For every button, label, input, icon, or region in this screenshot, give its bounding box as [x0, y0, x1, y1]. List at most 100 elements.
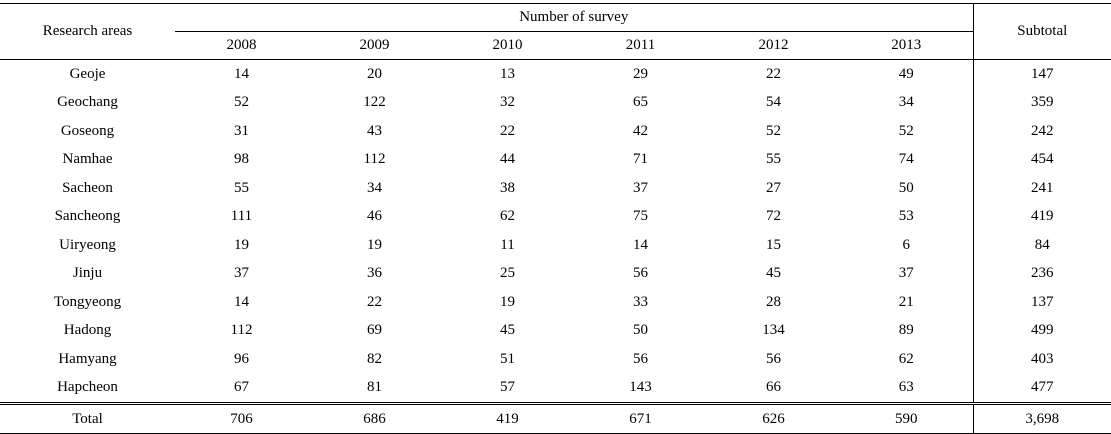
count-cell: 50 [633, 322, 648, 339]
area-cell: Sancheong [54, 208, 121, 225]
year-header: 2011 [574, 31, 707, 60]
year-header: 2012 [707, 31, 840, 60]
count-cell: 419 [441, 402, 574, 434]
count-cell: 56 [633, 265, 648, 282]
count-cell: 34 [898, 94, 914, 111]
subtotal-cell: 499 [972, 316, 1111, 345]
table-row: Hapcheon 67 81 57 143 66 63 477 [0, 373, 1111, 404]
count-cell: 81 [367, 379, 382, 396]
count-cell: 66 [766, 379, 781, 396]
count-cell: 686 [308, 402, 441, 434]
subtotal-cell: 419 [972, 202, 1111, 231]
count-cell: 19 [500, 293, 515, 310]
count-cell: 13 [500, 65, 515, 82]
table-row: Tongyeong 14 22 19 33 28 21 137 [0, 288, 1111, 317]
subtotal-cell: 147 [972, 59, 1111, 89]
count-cell: 37 [633, 179, 648, 196]
count-cell: 62 [898, 350, 914, 367]
count-cell: 32 [500, 94, 515, 111]
table-row: Sacheon 55 34 38 37 27 50 241 [0, 174, 1111, 203]
count-cell: 89 [898, 322, 914, 339]
count-cell: 14 [234, 293, 249, 310]
area-cell: Namhae [62, 151, 113, 168]
count-cell: 54 [766, 94, 781, 111]
count-cell: 22 [500, 122, 515, 139]
column-header: Subtotal [972, 3, 1111, 60]
subtotal-cell: 359 [972, 88, 1111, 117]
count-cell: 22 [766, 65, 781, 82]
count-cell: 143 [629, 379, 652, 396]
count-cell: 36 [367, 265, 382, 282]
count-cell: 69 [367, 322, 382, 339]
count-cell: 53 [898, 208, 914, 225]
area-cell: Goseong [60, 122, 115, 139]
count-cell: 11 [500, 236, 515, 253]
year-header: 2013 [840, 31, 974, 60]
year-header: 2008 [175, 31, 308, 60]
count-cell: 19 [234, 236, 249, 253]
count-cell: 111 [230, 208, 253, 225]
count-cell: 626 [707, 402, 840, 434]
count-cell: 96 [234, 350, 249, 367]
area-cell: Hapcheon [57, 379, 118, 396]
count-cell: 42 [633, 122, 648, 139]
count-cell: 22 [367, 293, 382, 310]
count-cell: 55 [234, 179, 249, 196]
count-cell: 52 [898, 122, 914, 139]
table-row: Geochang 52 122 32 65 54 34 359 [0, 88, 1111, 117]
column-header: Research areas [0, 3, 175, 60]
subtotal-cell: 403 [972, 345, 1111, 374]
table-row: Geoje 14 20 13 29 22 49 147 [0, 59, 1111, 89]
count-cell: 75 [633, 208, 648, 225]
count-cell: 55 [766, 151, 781, 168]
count-cell: 43 [367, 122, 382, 139]
table-row: Uiryeong 19 19 11 14 15 6 84 [0, 231, 1111, 260]
count-cell: 590 [840, 402, 974, 434]
count-cell: 52 [234, 94, 249, 111]
count-cell: 21 [898, 293, 914, 310]
year-header: 2010 [441, 31, 574, 60]
count-cell: 50 [898, 179, 914, 196]
count-cell: 134 [762, 322, 785, 339]
count-cell: 14 [633, 236, 648, 253]
area-cell: Hamyang [58, 350, 117, 367]
count-cell: 49 [898, 65, 914, 82]
count-cell: 46 [367, 208, 382, 225]
table-row: Jinju 37 36 25 56 45 37 236 [0, 259, 1111, 288]
count-cell: 37 [898, 265, 914, 282]
count-cell: 6 [902, 236, 911, 253]
subtotal-cell: 137 [972, 288, 1111, 317]
count-cell: 29 [633, 65, 648, 82]
table-row: Hadong 112 69 45 50 134 89 499 [0, 316, 1111, 345]
area-cell: Total [0, 402, 175, 434]
count-cell: 20 [367, 65, 382, 82]
count-cell: 44 [500, 151, 515, 168]
area-cell: Sacheon [62, 179, 113, 196]
area-cell: Jinju [72, 265, 103, 282]
count-cell: 27 [766, 179, 781, 196]
subtotal-cell: 242 [972, 117, 1111, 146]
area-cell: Uiryeong [59, 236, 116, 253]
area-cell: Geoje [69, 65, 106, 82]
count-cell: 122 [363, 94, 386, 111]
subtotal-cell: 454 [972, 145, 1111, 174]
area-cell: Geochang [57, 94, 118, 111]
year-header: 2009 [308, 31, 441, 60]
count-cell: 31 [234, 122, 249, 139]
count-cell: 671 [574, 402, 707, 434]
subtotal-cell: 84 [972, 231, 1111, 260]
count-cell: 56 [766, 350, 781, 367]
count-cell: 65 [633, 94, 648, 111]
survey-table: Research areas Number of survey Subtotal… [0, 3, 1111, 434]
table-row: Total 706 686 419 671 626 590 3,698 [0, 402, 1111, 434]
count-cell: 82 [367, 350, 382, 367]
count-cell: 45 [766, 265, 781, 282]
area-cell: Tongyeong [53, 293, 122, 310]
group-header: Number of survey [175, 3, 974, 32]
count-cell: 56 [633, 350, 648, 367]
count-cell: 33 [633, 293, 648, 310]
count-cell: 112 [230, 322, 253, 339]
count-cell: 98 [234, 151, 249, 168]
subtotal-cell: 3,698 [972, 402, 1111, 434]
